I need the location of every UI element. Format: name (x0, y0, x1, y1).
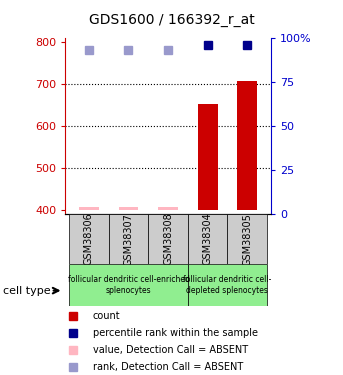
Text: value, Detection Call = ABSENT: value, Detection Call = ABSENT (93, 345, 248, 355)
Bar (188, 214, 227, 264)
Bar (119, 207, 138, 210)
Bar (109, 214, 148, 264)
Bar (158, 207, 178, 210)
Text: cell type: cell type (3, 286, 51, 296)
Text: GSM38305: GSM38305 (242, 213, 252, 266)
Text: follicular dendritic cell-enriched
splenocytes: follicular dendritic cell-enriched splen… (68, 275, 189, 295)
Text: count: count (93, 311, 120, 321)
Bar (148, 214, 188, 264)
Text: GSM38304: GSM38304 (203, 213, 213, 266)
Text: GSM38307: GSM38307 (123, 213, 133, 266)
Bar (69, 214, 109, 264)
Text: rank, Detection Call = ABSENT: rank, Detection Call = ABSENT (93, 362, 243, 372)
Text: GSM38308: GSM38308 (163, 213, 173, 266)
Bar (69, 264, 188, 306)
Bar (237, 81, 257, 210)
Text: follicular dendritic cell-
depleted splenocytes: follicular dendritic cell- depleted sple… (183, 275, 272, 295)
Text: GSM38306: GSM38306 (84, 213, 94, 266)
Text: percentile rank within the sample: percentile rank within the sample (93, 328, 258, 338)
Bar (188, 264, 267, 306)
Bar (79, 207, 99, 210)
Bar (198, 104, 217, 210)
Bar (227, 214, 267, 264)
Text: GDS1600 / 166392_r_at: GDS1600 / 166392_r_at (88, 13, 255, 27)
